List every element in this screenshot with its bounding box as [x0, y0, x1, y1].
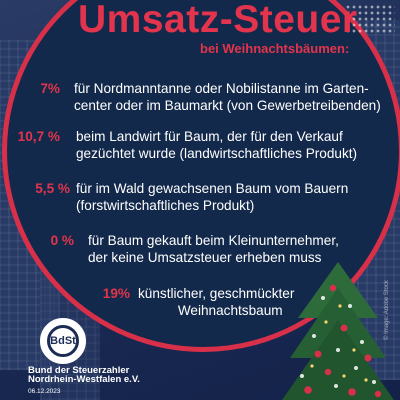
- tax-rate-description: für im Wald gewachsenen Baum vom Bauern(…: [76, 181, 349, 213]
- title: Umsatz-Steuer: [78, 0, 358, 41]
- tax-rate: 5,5 %: [35, 181, 70, 196]
- publication-date: 06.12.2023: [28, 388, 61, 395]
- tax-rate-description: für Baum gekauft beim Kleinunternehmer, d…: [88, 233, 339, 265]
- tax-rate-description: beim Landwirt für Baum, der für den Verk…: [76, 129, 358, 161]
- tax-rate: 10,7 %: [17, 129, 60, 144]
- subtitle: bei Weihnachtsbäumen:: [200, 41, 350, 56]
- tax-rate: 19%: [102, 286, 130, 301]
- organization-name: Bund der Steuerzahler Nordrhein-Westfalen…: [28, 365, 140, 385]
- tax-rate: 7%: [40, 81, 60, 96]
- tax-rate-description: künstlicher, geschmückter Weihnachtsbaum: [138, 286, 295, 318]
- tax-rate-description: für Nordmanntanne oder Nobilistanne im G…: [74, 81, 381, 113]
- dot-pattern: [345, 4, 395, 34]
- bdst-logo: BdSt: [40, 318, 86, 364]
- logo-ring: BdSt: [47, 325, 79, 357]
- logo-text: BdSt: [50, 335, 76, 347]
- christmas-tree-icon: [282, 262, 394, 400]
- tax-rate: 0 %: [50, 233, 74, 248]
